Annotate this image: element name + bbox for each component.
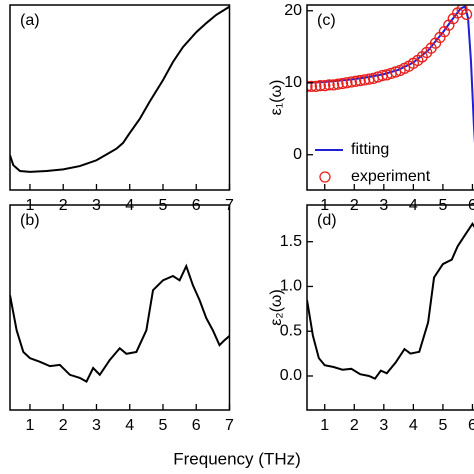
data-point bbox=[323, 79, 335, 91]
x-tick-label: 6 bbox=[468, 417, 474, 434]
x-axis-label: Frequency (THz) bbox=[173, 449, 301, 468]
panel-label: (a) bbox=[20, 12, 40, 29]
y-tick-label: 1.0 bbox=[280, 278, 302, 295]
data-line bbox=[10, 263, 230, 383]
y-axis-label: ε₂(ω) bbox=[268, 289, 285, 326]
x-tick-label: 4 bbox=[409, 417, 418, 434]
panel-label: (b) bbox=[20, 212, 40, 229]
x-tick-label: 5 bbox=[159, 417, 168, 434]
x-tick-label: 1 bbox=[26, 417, 35, 434]
legend-marker bbox=[319, 171, 331, 183]
data-point bbox=[341, 77, 353, 89]
data-point bbox=[345, 76, 357, 88]
data-point bbox=[350, 75, 362, 87]
plot-area bbox=[307, 221, 474, 380]
data-line bbox=[307, 221, 474, 380]
data-point bbox=[314, 79, 326, 92]
x-tick-label: 3 bbox=[92, 417, 101, 434]
x-tick-label: 7 bbox=[225, 417, 234, 434]
x-tick-label: 5 bbox=[438, 417, 447, 434]
data-point bbox=[307, 80, 313, 92]
x-tick-label: 6 bbox=[192, 417, 201, 434]
data-point bbox=[358, 74, 371, 86]
data-point bbox=[327, 79, 340, 91]
y-tick-label: 0.5 bbox=[280, 322, 302, 339]
data-point bbox=[307, 80, 318, 92]
y-tick-label: 10 bbox=[284, 74, 302, 91]
x-tick-label: 3 bbox=[379, 417, 388, 434]
plot-frame bbox=[9, 4, 231, 191]
legend-label: experiment bbox=[351, 168, 431, 185]
panel-label: (c) bbox=[317, 12, 336, 29]
y-axis-label: ε₁(ω) bbox=[268, 80, 285, 116]
data-point bbox=[310, 80, 322, 92]
panel-label: (d) bbox=[317, 212, 337, 229]
x-tick-label: 2 bbox=[59, 417, 68, 434]
data-point bbox=[319, 79, 331, 92]
y-tick-label: 0 bbox=[293, 146, 302, 163]
data-point bbox=[332, 78, 344, 90]
legend-label: fitting bbox=[351, 141, 389, 158]
plot-area bbox=[307, 5, 474, 145]
data-point bbox=[336, 77, 349, 90]
plot-frame bbox=[306, 204, 474, 411]
plot-frame bbox=[9, 204, 231, 411]
data-point bbox=[354, 74, 366, 87]
plot-area bbox=[10, 5, 230, 173]
plot-frame bbox=[306, 4, 474, 191]
y-tick-label: 1.5 bbox=[280, 233, 302, 250]
x-tick-label: 4 bbox=[125, 417, 134, 434]
y-tick-label: 0.0 bbox=[280, 367, 302, 384]
plot-area bbox=[10, 263, 230, 383]
y-tick-label: 20 bbox=[284, 2, 302, 19]
data-line bbox=[10, 5, 230, 173]
data-point bbox=[460, 8, 473, 21]
x-tick-label: 2 bbox=[350, 417, 359, 434]
x-tick-label: 1 bbox=[320, 417, 329, 434]
